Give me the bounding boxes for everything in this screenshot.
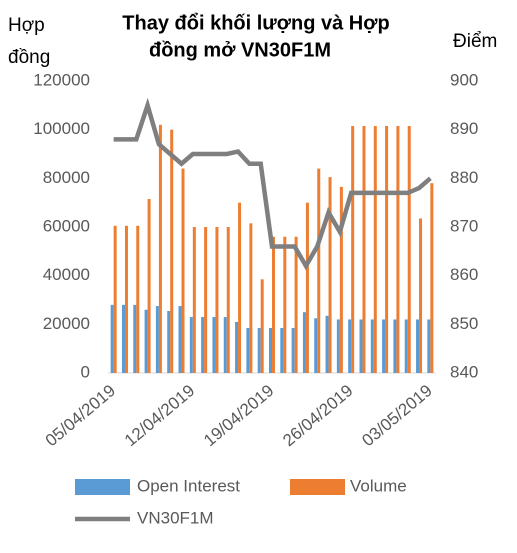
bar — [314, 318, 318, 373]
bar — [351, 126, 355, 374]
bar — [223, 317, 227, 373]
bar — [419, 218, 423, 373]
bar — [385, 126, 389, 374]
bar — [302, 312, 306, 373]
y2-tick-label: 850 — [450, 314, 478, 333]
y2-axis-label: Điểm — [453, 31, 497, 52]
bar — [189, 317, 193, 373]
y2-tick-label: 900 — [450, 70, 478, 89]
legend-label: Volume — [350, 476, 407, 495]
y-axis-label: đồng — [8, 47, 50, 68]
bar — [167, 310, 171, 373]
line — [113, 97, 432, 271]
y2-tick-label: 860 — [450, 265, 478, 284]
y-tick-label: 0 — [81, 362, 90, 381]
bar — [339, 186, 343, 373]
y-tick-label: 20000 — [43, 314, 90, 333]
bar — [144, 309, 148, 373]
bar — [393, 319, 397, 373]
y-tick-label: 60000 — [43, 216, 90, 235]
bar — [416, 319, 420, 373]
bar — [362, 126, 366, 374]
bar — [124, 225, 128, 373]
bar — [396, 126, 400, 374]
legend-label: VN30F1M — [137, 508, 214, 527]
bar — [246, 327, 250, 373]
legend-swatch — [75, 479, 130, 495]
bar — [170, 129, 174, 373]
chart-title: đồng mở VN30F1M — [149, 39, 331, 61]
bar — [283, 236, 287, 373]
bar — [249, 223, 253, 373]
bar — [155, 306, 159, 373]
bar — [178, 306, 182, 373]
bar — [404, 319, 408, 373]
bar — [113, 225, 117, 373]
bar — [370, 319, 374, 373]
bar — [305, 202, 309, 373]
bar — [407, 126, 411, 374]
y-tick-label: 100000 — [33, 119, 90, 138]
y2-tick-label: 870 — [450, 216, 478, 235]
bar — [181, 168, 185, 373]
x-tick-label: 12/04/2019 — [121, 381, 198, 450]
bar — [212, 317, 216, 373]
bar — [373, 126, 377, 374]
bar — [257, 327, 261, 373]
x-tick-label: 19/04/2019 — [200, 381, 277, 450]
bar — [325, 315, 329, 373]
bar — [110, 304, 114, 373]
legend-swatch — [290, 479, 345, 495]
bar — [336, 319, 340, 373]
bar — [260, 279, 264, 373]
bar — [430, 183, 434, 373]
bar — [204, 227, 208, 373]
bar — [238, 202, 242, 373]
bar — [280, 327, 284, 373]
y-tick-label: 80000 — [43, 168, 90, 187]
bar — [291, 327, 295, 373]
bar — [226, 227, 230, 373]
y2-tick-label: 840 — [450, 362, 478, 381]
chart-title: Thay đổi khối lượng và Hợp — [122, 12, 389, 34]
bar — [147, 199, 151, 373]
x-tick-label: 05/04/2019 — [42, 381, 119, 450]
bar — [359, 319, 363, 373]
legend-label: Open Interest — [137, 476, 240, 495]
bar — [201, 317, 205, 373]
bar — [317, 168, 321, 373]
y-axis-label: Hợp — [8, 15, 45, 36]
bar — [121, 304, 125, 373]
y-tick-label: 120000 — [33, 70, 90, 89]
bar — [235, 321, 239, 373]
y2-tick-label: 880 — [450, 168, 478, 187]
bar — [272, 236, 275, 373]
bar — [382, 319, 386, 373]
bar — [136, 225, 140, 373]
bar — [269, 327, 272, 373]
bar — [133, 304, 137, 373]
bar — [348, 319, 352, 373]
x-tick-label: 26/04/2019 — [279, 381, 356, 450]
bar — [215, 227, 219, 373]
x-tick-label: 03/05/2019 — [358, 381, 435, 450]
y2-tick-label: 890 — [450, 119, 478, 138]
bar — [328, 177, 332, 373]
y-tick-label: 40000 — [43, 265, 90, 284]
bar — [427, 319, 431, 373]
bar — [294, 236, 298, 373]
bar — [192, 227, 196, 373]
bar — [158, 124, 162, 373]
